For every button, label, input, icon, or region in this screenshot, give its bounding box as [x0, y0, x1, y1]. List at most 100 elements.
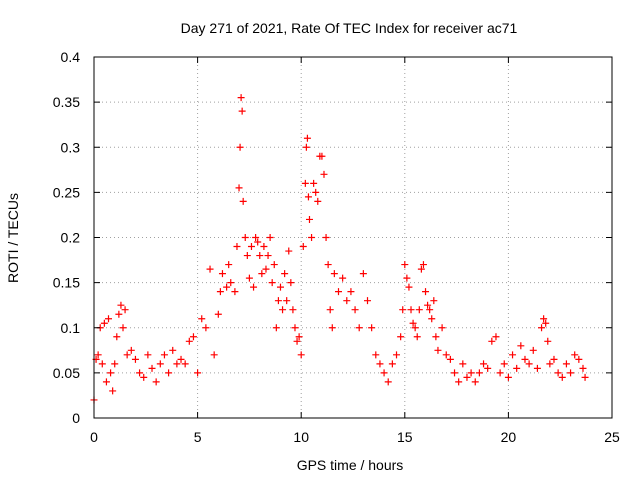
x-tick-label: 10	[293, 429, 309, 445]
x-tick-label: 5	[194, 429, 202, 445]
data-point	[428, 315, 436, 323]
data-point	[513, 364, 521, 372]
x-tick-label: 15	[397, 429, 413, 445]
data-point	[113, 333, 121, 341]
data-point	[318, 152, 326, 160]
data-point	[189, 333, 197, 341]
data-point	[131, 355, 139, 363]
data-point	[117, 301, 125, 309]
data-point	[546, 360, 554, 368]
data-point	[488, 337, 496, 345]
data-point	[152, 378, 160, 386]
data-point	[94, 351, 102, 359]
data-point	[405, 283, 413, 291]
data-point	[285, 247, 293, 255]
data-point	[111, 360, 119, 368]
data-point	[225, 261, 233, 269]
y-tick-label: 0.3	[61, 139, 81, 155]
data-point	[368, 324, 376, 332]
data-point	[451, 369, 459, 377]
data-point	[260, 243, 268, 251]
data-point	[533, 364, 541, 372]
data-point	[214, 310, 222, 318]
data-point	[302, 143, 310, 151]
data-point	[538, 324, 546, 332]
data-point	[364, 297, 372, 305]
data-point	[397, 333, 405, 341]
data-point	[293, 337, 301, 345]
data-point	[579, 364, 587, 372]
data-point	[123, 351, 131, 359]
data-point	[380, 369, 388, 377]
data-point	[100, 319, 108, 327]
data-point	[308, 234, 316, 241]
data-point	[581, 373, 589, 381]
data-point	[177, 355, 185, 363]
data-point	[567, 369, 575, 377]
grid-lines	[94, 57, 612, 418]
data-point	[274, 297, 282, 305]
chart-title: Day 271 of 2021, Rate Of TEC Index for r…	[181, 20, 518, 36]
data-point	[411, 324, 419, 332]
data-point	[297, 351, 305, 359]
data-point	[504, 373, 512, 381]
data-point	[376, 360, 384, 368]
data-point	[121, 306, 129, 314]
data-point	[252, 234, 260, 241]
data-point	[459, 360, 467, 368]
y-tick-label: 0.4	[61, 49, 81, 65]
y-axis-ticks: 0 0.05 0.1 0.15 0.2 0.25 0.3 0.35 0.4	[53, 49, 612, 426]
data-point	[144, 351, 152, 359]
data-point	[233, 243, 241, 251]
data-point	[517, 342, 525, 350]
data-point	[194, 369, 202, 377]
data-points	[90, 94, 589, 404]
data-point	[238, 107, 246, 115]
data-point	[434, 346, 442, 354]
y-axis-label: ROTI / TECUs	[5, 193, 21, 283]
data-point	[185, 337, 193, 345]
data-point	[550, 355, 558, 363]
data-point	[419, 261, 427, 269]
data-point	[359, 270, 367, 278]
x-axis-label: GPS time / hours	[297, 457, 404, 473]
data-point	[279, 306, 287, 314]
data-point	[250, 283, 258, 291]
data-point	[241, 234, 249, 241]
data-point	[480, 360, 488, 368]
data-point	[442, 351, 450, 359]
data-point	[415, 306, 423, 314]
data-point	[372, 351, 380, 359]
data-point	[310, 179, 318, 187]
data-point	[426, 306, 434, 314]
data-point	[198, 315, 206, 323]
data-point	[295, 333, 303, 341]
data-point	[471, 378, 479, 386]
data-point	[303, 134, 311, 142]
data-point	[140, 373, 148, 381]
y-tick-label: 0.35	[53, 94, 80, 110]
data-point	[266, 234, 274, 241]
data-point	[173, 360, 181, 368]
data-point	[509, 351, 517, 359]
data-point	[105, 315, 113, 323]
data-point	[438, 324, 446, 332]
data-point	[237, 94, 245, 102]
data-point	[413, 333, 421, 341]
data-point	[169, 346, 177, 354]
data-point	[544, 337, 552, 345]
data-point	[247, 243, 255, 251]
data-point	[119, 324, 127, 332]
y-tick-label: 0.2	[61, 230, 81, 246]
data-point	[312, 188, 320, 196]
data-point	[330, 270, 338, 278]
data-point	[243, 252, 251, 260]
data-point	[256, 252, 264, 260]
data-point	[430, 297, 438, 305]
data-point	[287, 279, 295, 287]
data-point	[455, 378, 463, 386]
data-point	[127, 346, 135, 354]
data-point	[320, 170, 328, 178]
data-point	[446, 355, 454, 363]
